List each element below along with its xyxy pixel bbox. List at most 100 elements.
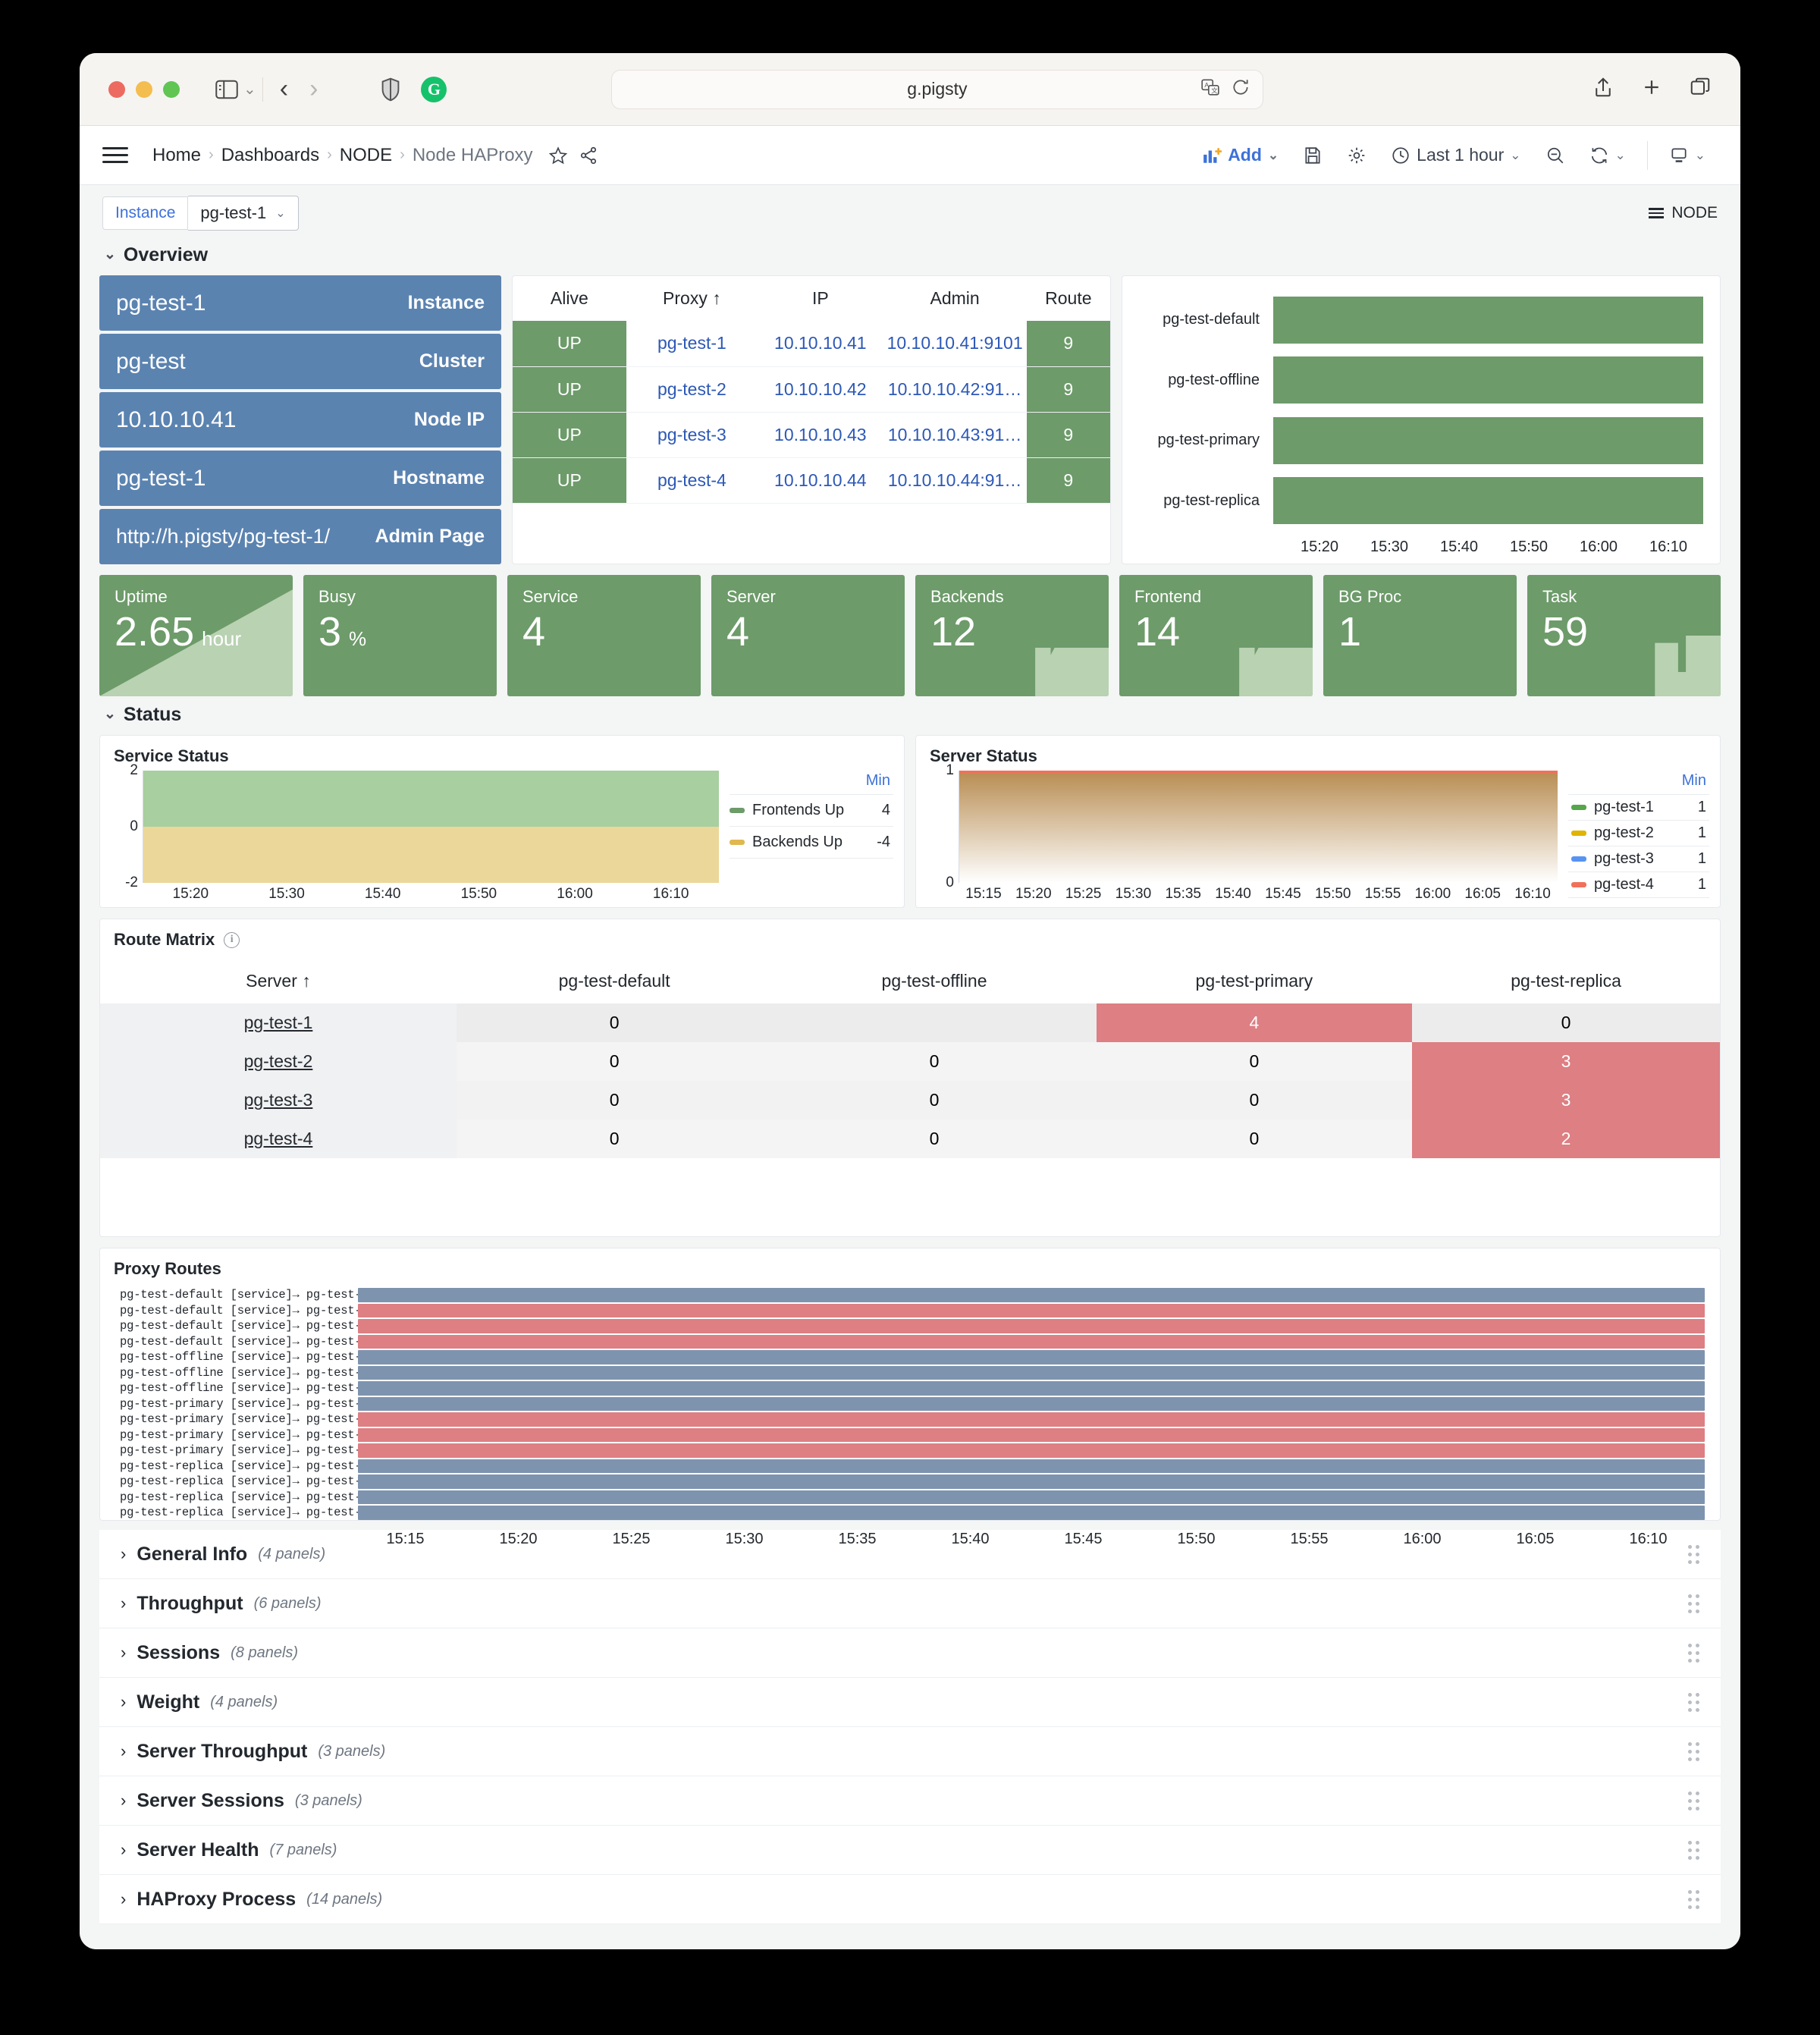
server-link[interactable]: pg-test-2 (243, 1051, 313, 1071)
new-tab-icon[interactable] (1640, 76, 1663, 102)
cell-proxy[interactable]: pg-test-4 (626, 457, 758, 504)
menu-toggle-icon[interactable] (102, 147, 128, 163)
proxy-route-bar[interactable] (358, 1396, 1705, 1411)
column-header-server[interactable]: Server ↑ (246, 971, 311, 991)
drag-handle-icon[interactable] (1688, 1741, 1699, 1761)
close-window-button[interactable] (108, 80, 125, 98)
column-header-default[interactable]: pg-test-default (558, 971, 670, 991)
chevron-down-icon[interactable]: ⌄ (1614, 147, 1626, 162)
plot-area[interactable] (959, 771, 1558, 883)
cell-admin[interactable]: 10.10.10.41:9101 (883, 321, 1027, 367)
cell-server[interactable]: pg-test-2 (100, 1042, 457, 1081)
info-row-node-ip[interactable]: 10.10.10.41 Node IP (99, 392, 501, 448)
dashboard-tag-node[interactable]: NODE (1649, 204, 1718, 222)
refresh-dashboard-icon[interactable]: ⌄ (1577, 137, 1638, 174)
cell-server[interactable]: pg-test-1 (100, 1003, 457, 1042)
drag-handle-icon[interactable] (1688, 1840, 1699, 1860)
breadcrumb-item-home[interactable]: Home (152, 144, 202, 165)
cell-proxy[interactable]: pg-test-2 (626, 366, 758, 413)
stat-panel-frontend[interactable]: Frontend 14 (1119, 575, 1313, 696)
legend-item[interactable]: pg-test-3 1 (1568, 846, 1709, 871)
column-header-admin[interactable]: Admin (930, 288, 980, 308)
sidebar-toggle-icon[interactable] (210, 73, 243, 106)
chevron-down-icon[interactable]: ⌄ (1694, 147, 1705, 162)
proxy-route-bar[interactable] (358, 1365, 1705, 1380)
drag-handle-icon[interactable] (1688, 1889, 1699, 1909)
drag-handle-icon[interactable] (1688, 1692, 1699, 1712)
time-range-picker[interactable]: Last 1 hour ⌄ (1379, 137, 1533, 174)
proxy-route-bar[interactable] (358, 1334, 1705, 1349)
row-header-status[interactable]: ⌄ Status (99, 696, 1721, 735)
timeline-bar-up[interactable] (1273, 356, 1703, 404)
zoom-window-button[interactable] (163, 80, 180, 98)
collapsed-row-weight[interactable]: › Weight (4 panels) (99, 1678, 1721, 1727)
server-link[interactable]: pg-test-3 (243, 1090, 313, 1110)
collapsed-row-throughput[interactable]: › Throughput (6 panels) (99, 1579, 1721, 1628)
server-link[interactable]: pg-test-4 (243, 1129, 313, 1148)
timeline-bar-up[interactable] (1273, 296, 1703, 344)
collapsed-row-sessions[interactable]: › Sessions (8 panels) (99, 1628, 1721, 1678)
star-icon[interactable] (548, 146, 568, 165)
drag-handle-icon[interactable] (1688, 1643, 1699, 1663)
info-row-cluster[interactable]: pg-test Cluster (99, 334, 501, 389)
breadcrumb-item-dashboards[interactable]: Dashboards (221, 144, 320, 165)
column-header-ip[interactable]: IP (811, 288, 829, 308)
collapsed-row-server-sessions[interactable]: › Server Sessions (3 panels) (99, 1776, 1721, 1826)
collapsed-row-server-throughput[interactable]: › Server Throughput (3 panels) (99, 1727, 1721, 1776)
proxy-route-bar[interactable] (358, 1412, 1705, 1427)
plot-area[interactable] (143, 771, 719, 883)
proxy-route-bar[interactable] (358, 1350, 1705, 1365)
column-header-primary[interactable]: pg-test-primary (1195, 971, 1313, 991)
proxy-route-bar[interactable] (358, 1381, 1705, 1396)
proxy-route-bar[interactable] (358, 1303, 1705, 1317)
cell-admin[interactable]: 10.10.10.44:91… (883, 457, 1027, 504)
grammarly-extension-icon[interactable]: G (421, 76, 447, 102)
minimize-window-button[interactable] (136, 80, 152, 98)
cell-server[interactable]: pg-test-3 (100, 1081, 457, 1120)
timeline-bar-up[interactable] (1273, 416, 1703, 464)
column-header-alive[interactable]: Alive (550, 288, 588, 308)
back-button[interactable]: ‹ (279, 74, 289, 103)
tv-mode-icon[interactable]: ⌄ (1657, 137, 1718, 174)
shield-icon[interactable] (374, 73, 407, 106)
legend-item[interactable]: pg-test-2 1 (1568, 820, 1709, 846)
cell-ip[interactable]: 10.10.10.41 (758, 321, 883, 367)
proxy-route-bar[interactable] (358, 1319, 1705, 1333)
legend-header-min[interactable]: Min (1681, 772, 1706, 789)
legend-item[interactable]: Backends Up -4 (730, 826, 893, 858)
legend-item[interactable]: pg-test-1 1 (1568, 794, 1709, 820)
info-row-admin-page[interactable]: http://h.pigsty/pg-test-1/ Admin Page (99, 509, 501, 564)
proxy-route-bar[interactable] (358, 1288, 1705, 1302)
legend-header-min[interactable]: Min (865, 772, 890, 789)
cell-proxy[interactable]: pg-test-1 (626, 321, 758, 367)
column-header-replica[interactable]: pg-test-replica (1511, 971, 1621, 991)
drag-handle-icon[interactable] (1688, 1544, 1699, 1564)
drag-handle-icon[interactable] (1688, 1791, 1699, 1810)
cell-ip[interactable]: 10.10.10.44 (758, 457, 883, 504)
row-header-overview[interactable]: ⌄ Overview (99, 237, 1721, 275)
cell-admin[interactable]: 10.10.10.42:91… (883, 366, 1027, 413)
breadcrumb-item-node[interactable]: NODE (339, 144, 393, 165)
info-row-instance[interactable]: pg-test-1 Instance (99, 275, 501, 331)
proxy-route-bar[interactable] (358, 1506, 1705, 1520)
reload-icon[interactable] (1231, 77, 1250, 101)
proxy-routes-bars[interactable] (347, 1288, 1705, 1522)
stat-panel-task[interactable]: Task 59 (1527, 575, 1721, 696)
stat-panel-backends[interactable]: Backends 12 (915, 575, 1109, 696)
column-header-offline[interactable]: pg-test-offline (881, 971, 987, 991)
cell-admin[interactable]: 10.10.10.43:91… (883, 412, 1027, 458)
info-icon[interactable]: i (224, 931, 240, 948)
collapsed-row-general-info[interactable]: › General Info (4 panels) (99, 1530, 1721, 1579)
share-dashboard-icon[interactable] (579, 146, 598, 165)
server-link[interactable]: pg-test-1 (243, 1013, 313, 1032)
drag-handle-icon[interactable] (1688, 1594, 1699, 1613)
stat-panel-server[interactable]: Server 4 (711, 575, 905, 696)
timeline-bar-up[interactable] (1273, 477, 1703, 525)
proxy-route-bar[interactable] (358, 1443, 1705, 1458)
cell-ip[interactable]: 10.10.10.43 (758, 412, 883, 458)
sidebar-chevron-down-icon[interactable]: ⌄ (243, 81, 256, 98)
proxy-route-bar[interactable] (358, 1427, 1705, 1442)
collapsed-row-haproxy-process[interactable]: › HAProxy Process (14 panels) (99, 1875, 1721, 1924)
